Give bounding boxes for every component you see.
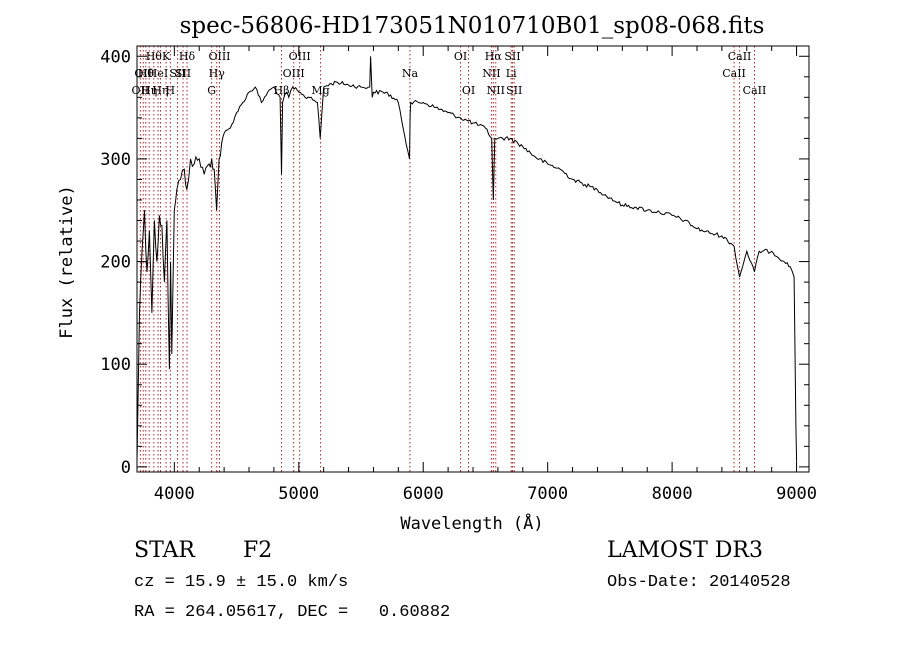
line-marker-label: Hα bbox=[485, 50, 503, 63]
line-marker-label: Li bbox=[506, 67, 517, 80]
line-marker-label-group: OIIOIIHθHηHθHeIHηKHSIISIIHδGHγOIIIHβOIII… bbox=[132, 50, 767, 97]
coordinates-readout: RA = 264.05617, DEC = 0.60882 bbox=[134, 603, 451, 622]
line-marker-label: Hη bbox=[152, 84, 168, 97]
line-marker-label: H bbox=[166, 84, 176, 97]
line-marker-label: OI bbox=[462, 84, 475, 97]
line-marker-label: NII bbox=[482, 67, 500, 80]
line-marker-label: CaII bbox=[728, 50, 752, 63]
y-tick-label: 400 bbox=[100, 47, 131, 67]
chart-title: spec-56806-HD173051N010710B01_sp08-068.f… bbox=[180, 13, 765, 39]
line-marker-label: SII bbox=[504, 50, 520, 63]
x-axis: 4000 5000 6000 7000 8000 9000 bbox=[154, 46, 817, 504]
line-marker-group bbox=[139, 46, 755, 472]
line-marker-label: SII bbox=[175, 67, 191, 80]
plot-frame bbox=[136, 45, 810, 473]
x-tick-label: 5000 bbox=[278, 484, 319, 504]
line-marker-label: CaII bbox=[743, 84, 767, 97]
y-tick-label: 0 bbox=[121, 458, 131, 478]
survey-name: LAMOST DR3 bbox=[607, 538, 763, 563]
observation-date: Obs-Date: 20140528 bbox=[607, 573, 791, 592]
x-tick-label: 8000 bbox=[652, 484, 693, 504]
line-marker-label: SII bbox=[169, 67, 185, 80]
line-marker-label: SII bbox=[506, 84, 522, 97]
object-class: STAR bbox=[134, 538, 195, 563]
line-marker-label: K bbox=[162, 50, 171, 63]
line-marker-label: OI bbox=[454, 50, 467, 63]
line-marker-label: HeI bbox=[148, 67, 168, 80]
x-tick-label: 7000 bbox=[527, 484, 568, 504]
x-axis-label: Wavelength (Å) bbox=[400, 512, 543, 534]
line-marker-label: OII bbox=[132, 84, 150, 97]
y-tick-label: 200 bbox=[100, 253, 131, 273]
line-marker-label: Hδ bbox=[179, 50, 196, 63]
object-subclass: F2 bbox=[243, 538, 273, 563]
x-tick-label: 9000 bbox=[776, 484, 817, 504]
line-marker-label: Mg bbox=[311, 84, 329, 97]
redshift-readout: cz = 15.9 ± 15.0 km/s bbox=[134, 573, 349, 592]
line-marker-label: CaII bbox=[722, 67, 746, 80]
y-axis-label: Flux (relative) bbox=[57, 185, 77, 339]
y-tick-label: 300 bbox=[100, 150, 131, 170]
y-axis: 0 100 200 300 400 bbox=[100, 47, 809, 478]
x-tick-label: 4000 bbox=[154, 484, 195, 504]
line-marker-label: Na bbox=[402, 67, 419, 80]
line-marker-label: NII bbox=[487, 84, 505, 97]
line-marker-label: OIII bbox=[289, 50, 311, 63]
line-marker-label: G bbox=[207, 84, 216, 97]
line-marker-label: Hθ bbox=[146, 50, 163, 63]
line-marker-label: Hη bbox=[141, 84, 157, 97]
line-marker-label: OIII bbox=[283, 67, 305, 80]
line-marker-label: OIII bbox=[208, 50, 230, 63]
spectrum-series-line bbox=[136, 56, 798, 462]
x-tick-label: 6000 bbox=[403, 484, 444, 504]
y-tick-label: 100 bbox=[100, 355, 131, 375]
line-marker-label: Hγ bbox=[209, 67, 226, 80]
